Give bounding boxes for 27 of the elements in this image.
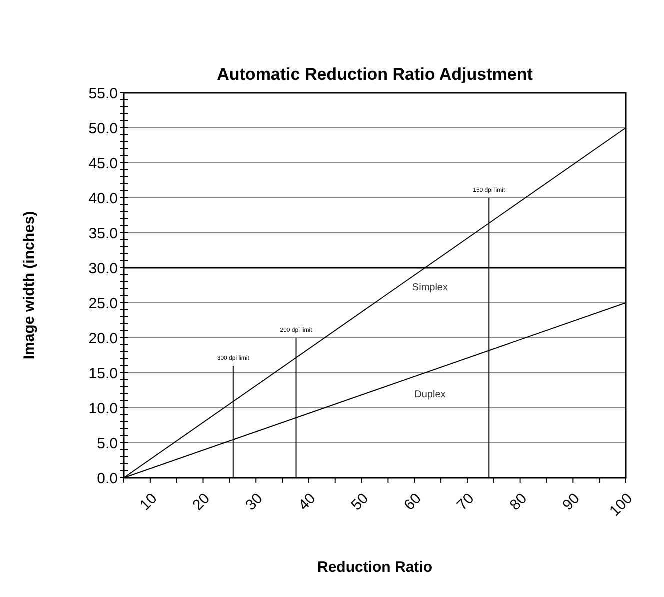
x-tick-label: 60 <box>401 490 425 514</box>
x-tick-label: 10 <box>136 490 161 514</box>
y-tick-label: 55.0 <box>88 85 118 102</box>
y-tick-label: 25.0 <box>88 295 118 312</box>
y-tick-label: 0.0 <box>97 470 118 488</box>
x-tick-label: 30 <box>242 490 266 514</box>
y-tick-label: 45.0 <box>88 155 118 172</box>
x-tick-label: 70 <box>454 490 478 514</box>
y-tick-label: 20.0 <box>88 330 118 348</box>
x-tick-label: 90 <box>560 490 584 514</box>
x-tick-label: 100 <box>606 490 636 520</box>
y-tick-label: 15.0 <box>88 365 118 382</box>
y-tick-label: 35.0 <box>88 225 118 242</box>
y-tick-label: 50.0 <box>88 120 118 138</box>
series-label: Simplex <box>412 282 448 294</box>
x-tick-label: 40 <box>295 490 320 514</box>
y-tick-label: 5.0 <box>97 435 118 452</box>
x-axis-title: Reduction Ratio <box>318 559 432 576</box>
y-tick-label: 10.0 <box>88 400 118 418</box>
y-tick-label: 40.0 <box>88 190 118 208</box>
x-tick-label: 50 <box>348 490 372 514</box>
series-label: Duplex <box>414 389 446 400</box>
x-tick-label: 80 <box>506 490 531 514</box>
y-axis-title: Image width (inches) <box>21 211 38 360</box>
y-tick-label: 30.0 <box>88 260 118 278</box>
x-tick-label: 20 <box>190 490 214 514</box>
chart-title: Automatic Reduction Ratio Adjustment <box>217 65 534 84</box>
